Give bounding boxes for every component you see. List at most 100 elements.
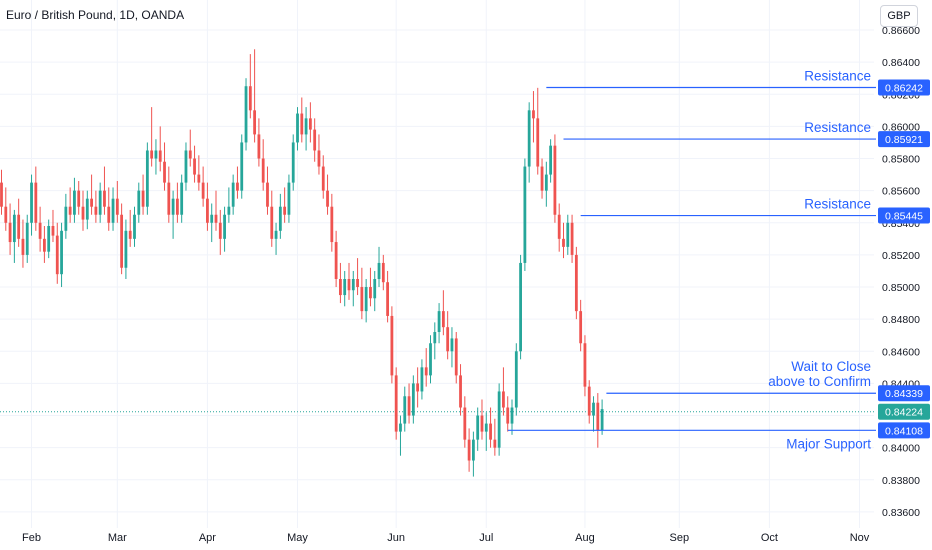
candle-body: [128, 230, 132, 239]
price-label-box[interactable]: [878, 385, 930, 402]
candle-body: [519, 262, 522, 352]
candle-body: [339, 279, 342, 296]
candle-body: [17, 214, 21, 239]
candle-body: [390, 315, 394, 376]
candle-body: [493, 439, 497, 448]
y-tick-label: 0.86000: [882, 121, 920, 133]
price-label-box[interactable]: [878, 207, 930, 224]
candle-body: [154, 150, 158, 159]
candle-body: [459, 375, 462, 408]
candle-body: [25, 222, 29, 255]
candle-body: [553, 145, 557, 215]
candle-body: [60, 230, 63, 275]
candle-body: [399, 423, 402, 432]
candle-body: [536, 118, 540, 167]
candle-body: [55, 235, 59, 275]
candle-body: [0, 182, 3, 207]
candle-body: [43, 238, 46, 252]
candle-body: [450, 338, 454, 352]
candle-body: [579, 311, 583, 344]
candle-body: [403, 396, 407, 424]
candle-body: [296, 113, 299, 143]
confirm-label: above to Confirm: [768, 374, 871, 389]
candle-body: [120, 214, 124, 268]
candle-body: [210, 214, 214, 223]
candle-body: [472, 439, 475, 461]
x-tick-label: Jun: [387, 532, 405, 544]
candle-body: [544, 174, 548, 191]
x-tick-label: Apr: [199, 532, 216, 544]
candle-body: [158, 150, 162, 162]
candle-body: [257, 134, 261, 159]
candle-body: [236, 182, 239, 191]
candle-body: [437, 311, 441, 333]
price-label-text: 0.84339: [885, 388, 923, 400]
x-tick-label: Jul: [479, 532, 493, 544]
price-label-box[interactable]: [878, 131, 930, 148]
candle-body: [600, 409, 604, 431]
y-tick-label: 0.83600: [882, 507, 920, 519]
candle-body: [351, 279, 355, 291]
price-label-box[interactable]: [878, 422, 930, 439]
y-tick-label: 0.84800: [882, 314, 920, 326]
candle-body: [587, 386, 591, 416]
candle-body: [77, 190, 81, 207]
annotations-layer: Resistance Resistance Resistance Wait to Cl…: [507, 69, 876, 451]
price-label-text: 0.84108: [885, 425, 923, 437]
candle-body: [231, 182, 235, 207]
candle-body: [171, 198, 175, 215]
candle-body: [248, 86, 252, 111]
price-label-box[interactable]: [878, 79, 930, 96]
candle-body: [424, 367, 428, 376]
candle-body: [377, 262, 381, 279]
candle-body: [583, 343, 587, 387]
candle-body: [407, 396, 411, 416]
candle-body: [107, 206, 111, 223]
x-tick-label: Sep: [670, 532, 690, 544]
candle-body: [103, 190, 106, 207]
candle-body: [510, 407, 514, 424]
candle-body: [73, 190, 76, 215]
candle-body: [321, 166, 325, 191]
candle-body: [115, 198, 119, 215]
time-axis[interactable]: Feb Mar Apr May Jun Jul Aug Sep Oct Nov: [22, 532, 870, 544]
candle-body: [38, 222, 42, 239]
currency-selector[interactable]: GBP: [880, 5, 918, 27]
resistance-label: Resistance: [804, 197, 871, 212]
price-axis[interactable]: 0.836000.838000.840000.842000.844000.846…: [878, 25, 930, 519]
candle-body: [467, 439, 471, 461]
candle-body: [98, 190, 102, 215]
candle-body: [386, 282, 389, 316]
y-tick-label: 0.85000: [882, 282, 920, 294]
price-label-text: 0.84224: [885, 407, 923, 419]
candle-body: [347, 279, 351, 291]
candle-body: [566, 222, 570, 247]
price-label-box[interactable]: [878, 403, 930, 420]
candle-body: [356, 279, 359, 288]
y-tick-label: 0.86600: [882, 25, 920, 37]
y-tick-label: 0.85800: [882, 154, 920, 166]
candle-body: [592, 402, 595, 416]
y-tick-label: 0.85600: [882, 186, 920, 198]
candle-body: [364, 287, 368, 312]
candle-body: [266, 182, 269, 207]
candle-body: [446, 327, 450, 352]
candle-body: [506, 407, 510, 424]
x-tick-label: Aug: [575, 532, 595, 544]
candle-body: [416, 383, 420, 392]
candle-body: [291, 142, 295, 183]
x-tick-label: Oct: [761, 532, 778, 544]
candle-body: [240, 142, 244, 191]
candle-body: [532, 110, 535, 119]
candle-body: [343, 279, 347, 296]
candle-body: [484, 423, 488, 432]
candle-body: [223, 214, 226, 239]
candle-body: [497, 391, 501, 448]
resistance-label: Resistance: [804, 120, 871, 135]
x-tick-label: Feb: [22, 532, 41, 544]
candle-body: [163, 161, 166, 183]
candle-body: [334, 242, 338, 279]
resistance-label: Resistance: [804, 69, 871, 84]
candle-body: [411, 383, 415, 416]
